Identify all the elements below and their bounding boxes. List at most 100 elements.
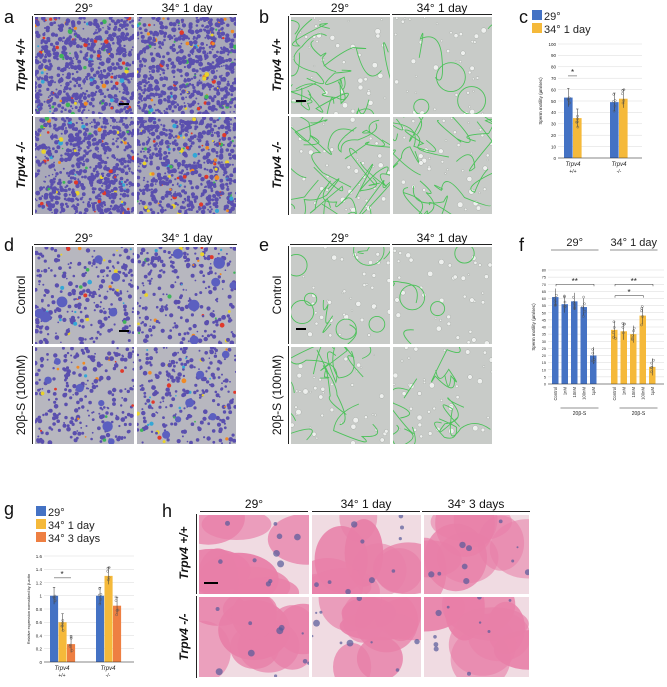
col-header: 29° xyxy=(330,1,350,15)
x-category-label: 10nM xyxy=(631,386,636,397)
row-label: Trpv4 -/- xyxy=(14,141,28,189)
bar-34° 1 day-1µM xyxy=(649,366,656,384)
x-category-label: Control xyxy=(612,387,617,401)
y-tick-label: 10 xyxy=(542,368,546,372)
data-point xyxy=(114,595,118,599)
chart-c: 0 10 20 30 40 50 60 70 80 90 100 Sperm motility (µm… xyxy=(532,10,642,175)
data-point xyxy=(53,594,57,598)
data-point xyxy=(622,99,626,102)
bar-34° 3 days-Trpv4 +/+ xyxy=(67,644,76,662)
y-tick-label: 5 xyxy=(544,375,546,379)
col-header-line xyxy=(200,511,308,512)
bar-34° 1 day-Trpv4 -/- xyxy=(619,98,628,158)
motility-image xyxy=(34,116,135,215)
data-point xyxy=(622,331,625,335)
panel-label-b: b xyxy=(259,7,270,27)
data-point xyxy=(632,329,635,333)
significance-bracket xyxy=(614,295,644,298)
col-header-line xyxy=(312,511,420,512)
data-point xyxy=(107,576,111,579)
histology-image xyxy=(423,514,530,595)
data-point xyxy=(573,306,576,309)
bar-34° 3 days-Trpv4 -/- xyxy=(113,605,122,662)
data-point xyxy=(621,101,625,105)
row-label: Trpv4 +/+ xyxy=(270,38,284,92)
data-point xyxy=(631,334,634,337)
sperm-track-image xyxy=(290,246,391,345)
group-title: 29° xyxy=(566,237,583,249)
y-tick-label: 0.6 xyxy=(36,620,43,625)
data-point xyxy=(631,337,634,340)
data-point xyxy=(69,636,73,640)
data-point xyxy=(612,320,616,324)
y-tick-label: 0.8 xyxy=(36,607,43,612)
motility-image xyxy=(136,346,237,445)
legend-swatch xyxy=(36,532,46,542)
data-point xyxy=(591,348,595,351)
data-point xyxy=(611,331,615,334)
bar-29°-Trpv4 -/- xyxy=(610,102,619,158)
col-header: 34° 1 day xyxy=(340,497,392,511)
y-tick-label: 1.6 xyxy=(36,554,43,559)
x-category-label: Control xyxy=(553,387,558,401)
data-point xyxy=(612,336,615,339)
data-point xyxy=(572,301,576,304)
motility-image xyxy=(34,16,135,115)
panel-label-g: g xyxy=(4,499,15,519)
data-point xyxy=(53,599,57,602)
group-title: 34° 1 day xyxy=(610,237,657,249)
bar-34° 1 day-Trpv4 -/- xyxy=(104,575,113,663)
bar-29°-Trpv4 +/+ xyxy=(50,595,59,662)
data-point xyxy=(640,323,643,327)
col-header-line xyxy=(137,244,237,245)
bar-34° 1 day-Control xyxy=(611,329,618,384)
col-header-line xyxy=(34,244,134,245)
col-header-line xyxy=(392,244,492,245)
y-tick-label: 90 xyxy=(551,53,557,58)
significance-mark: ** xyxy=(572,277,578,286)
data-point xyxy=(581,305,584,309)
col-header: 34° 1 day xyxy=(161,231,213,245)
panel-label-d: d xyxy=(4,235,15,255)
y-tick-label: 10 xyxy=(551,144,557,149)
data-point xyxy=(61,619,65,622)
bar-34° 1 day-Trpv4 +/+ xyxy=(573,118,582,158)
data-point xyxy=(582,295,585,299)
y-axis-label: Relative expression normalized by β-acti… xyxy=(27,574,31,644)
legend-entry: 29° xyxy=(48,507,65,519)
y-tick-label: 20 xyxy=(551,133,557,138)
row-label: Control xyxy=(270,275,284,315)
data-point xyxy=(68,643,72,647)
data-point xyxy=(61,629,65,632)
data-point xyxy=(60,624,64,628)
motility-image xyxy=(136,246,237,345)
data-point xyxy=(563,300,567,304)
col-header: 34° 1 day xyxy=(416,1,468,15)
y-tick-label: 40 xyxy=(551,110,557,115)
y-axis-label: Sperm motility (µm/sec) xyxy=(531,303,536,351)
data-point xyxy=(612,326,616,329)
data-point xyxy=(61,621,64,625)
motility-image xyxy=(34,346,135,445)
data-point xyxy=(573,307,576,310)
scale-bar xyxy=(296,328,306,330)
bar-29°-1nM xyxy=(561,304,568,384)
col-header: 29° xyxy=(74,1,94,15)
sperm-track-image xyxy=(392,246,493,345)
row-bracket xyxy=(32,116,33,215)
bar-29°-Trpv4 -/- xyxy=(96,595,105,662)
motility-image xyxy=(136,116,237,215)
panel-label-e: e xyxy=(259,235,270,255)
bar-34° 1 day-1nM xyxy=(620,331,627,384)
data-point xyxy=(612,100,615,103)
scale-bar xyxy=(296,100,306,102)
x-category-label: 10nM xyxy=(572,386,577,397)
y-tick-label: 70 xyxy=(551,76,557,81)
legend-entry: 34° 1 day xyxy=(48,520,95,532)
panel-label-c: c xyxy=(519,7,528,27)
bar-29°-100nM xyxy=(580,307,587,384)
y-tick-label: 15 xyxy=(542,361,546,365)
legend-entry: 34° 1 day xyxy=(544,24,591,36)
data-point xyxy=(583,310,587,313)
sperm-track-image xyxy=(290,346,391,445)
